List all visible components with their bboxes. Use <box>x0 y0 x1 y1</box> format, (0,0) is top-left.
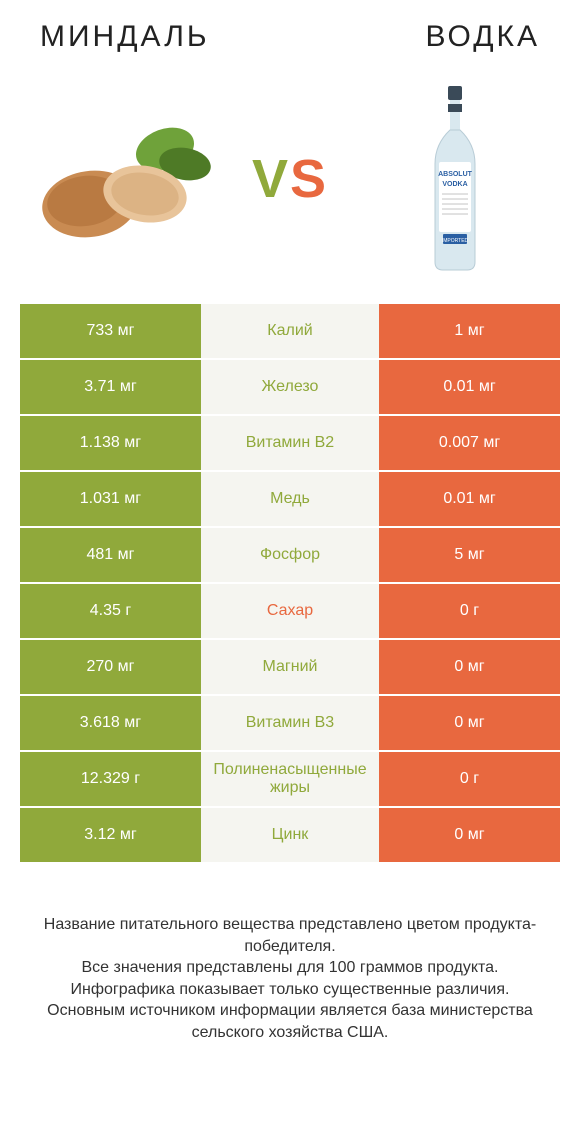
left-product-title: МИНДАЛЬ <box>40 20 210 54</box>
product-images-row: VS ABSOLUT VODKA IMPORTED <box>20 64 560 304</box>
nutrient-left-value: 1.031 мг <box>20 472 201 526</box>
right-product-title: ВОДКА <box>426 20 541 54</box>
nutrient-label: Медь <box>201 472 379 526</box>
nutrient-label: Цинк <box>201 808 379 862</box>
nutrient-left-value: 733 мг <box>20 304 201 358</box>
nutrient-left-value: 4.35 г <box>20 584 201 638</box>
footer-line: Основным источником информации является … <box>24 1000 556 1043</box>
nutrient-row: 733 мгКалий1 мг <box>20 304 560 360</box>
nutrient-row: 1.138 мгВитамин B20.007 мг <box>20 416 560 472</box>
nutrient-label: Витамин B3 <box>201 696 379 750</box>
nutrient-left-value: 481 мг <box>20 528 201 582</box>
nutrient-right-value: 0 мг <box>379 696 560 750</box>
svg-text:VODKA: VODKA <box>442 181 467 188</box>
vs-label: VS <box>252 148 328 210</box>
right-product-image: ABSOLUT VODKA IMPORTED <box>360 84 550 274</box>
nutrient-right-value: 0.007 мг <box>379 416 560 470</box>
almond-icon <box>35 109 215 249</box>
nutrient-table: 733 мгКалий1 мг3.71 мгЖелезо0.01 мг1.138… <box>20 304 560 864</box>
header-row: МИНДАЛЬ ВОДКА <box>20 20 560 64</box>
vodka-bottle-icon: ABSOLUT VODKA IMPORTED <box>415 84 495 274</box>
footer-line: Инфографика показывает только существенн… <box>24 979 556 1001</box>
nutrient-right-value: 0 г <box>379 584 560 638</box>
nutrient-left-value: 3.71 мг <box>20 360 201 414</box>
nutrient-label: Магний <box>201 640 379 694</box>
nutrient-row: 3.12 мгЦинк0 мг <box>20 808 560 864</box>
nutrient-right-value: 0.01 мг <box>379 472 560 526</box>
nutrient-label: Витамин B2 <box>201 416 379 470</box>
nutrient-row: 481 мгФосфор5 мг <box>20 528 560 584</box>
left-product-image <box>30 84 220 274</box>
nutrient-right-value: 0.01 мг <box>379 360 560 414</box>
nutrient-right-value: 1 мг <box>379 304 560 358</box>
nutrient-label: Сахар <box>201 584 379 638</box>
nutrient-label: Калий <box>201 304 379 358</box>
nutrient-row: 270 мгМагний0 мг <box>20 640 560 696</box>
nutrient-right-value: 0 мг <box>379 640 560 694</box>
nutrient-right-value: 5 мг <box>379 528 560 582</box>
nutrient-row: 3.618 мгВитамин B30 мг <box>20 696 560 752</box>
vs-s: S <box>290 149 328 209</box>
nutrient-left-value: 3.12 мг <box>20 808 201 862</box>
nutrient-row: 12.329 гПолиненасыщенные жиры0 г <box>20 752 560 808</box>
nutrient-row: 4.35 гСахар0 г <box>20 584 560 640</box>
footer-line: Название питательного вещества представл… <box>24 914 556 957</box>
nutrient-row: 3.71 мгЖелезо0.01 мг <box>20 360 560 416</box>
footer-line: Все значения представлены для 100 граммо… <box>24 957 556 979</box>
footer-notes: Название питательного вещества представл… <box>20 914 560 1044</box>
nutrient-left-value: 270 мг <box>20 640 201 694</box>
nutrient-label: Железо <box>201 360 379 414</box>
svg-text:ABSOLUT: ABSOLUT <box>438 171 473 178</box>
vs-v: V <box>252 149 290 209</box>
nutrient-right-value: 0 мг <box>379 808 560 862</box>
nutrient-row: 1.031 мгМедь0.01 мг <box>20 472 560 528</box>
nutrient-left-value: 3.618 мг <box>20 696 201 750</box>
nutrient-label: Фосфор <box>201 528 379 582</box>
nutrient-right-value: 0 г <box>379 752 560 806</box>
nutrient-left-value: 12.329 г <box>20 752 201 806</box>
svg-text:IMPORTED: IMPORTED <box>442 238 469 244</box>
nutrient-left-value: 1.138 мг <box>20 416 201 470</box>
infographic-container: МИНДАЛЬ ВОДКА VS ABSOLUT <box>0 0 580 1144</box>
nutrient-label: Полиненасыщенные жиры <box>201 752 379 806</box>
